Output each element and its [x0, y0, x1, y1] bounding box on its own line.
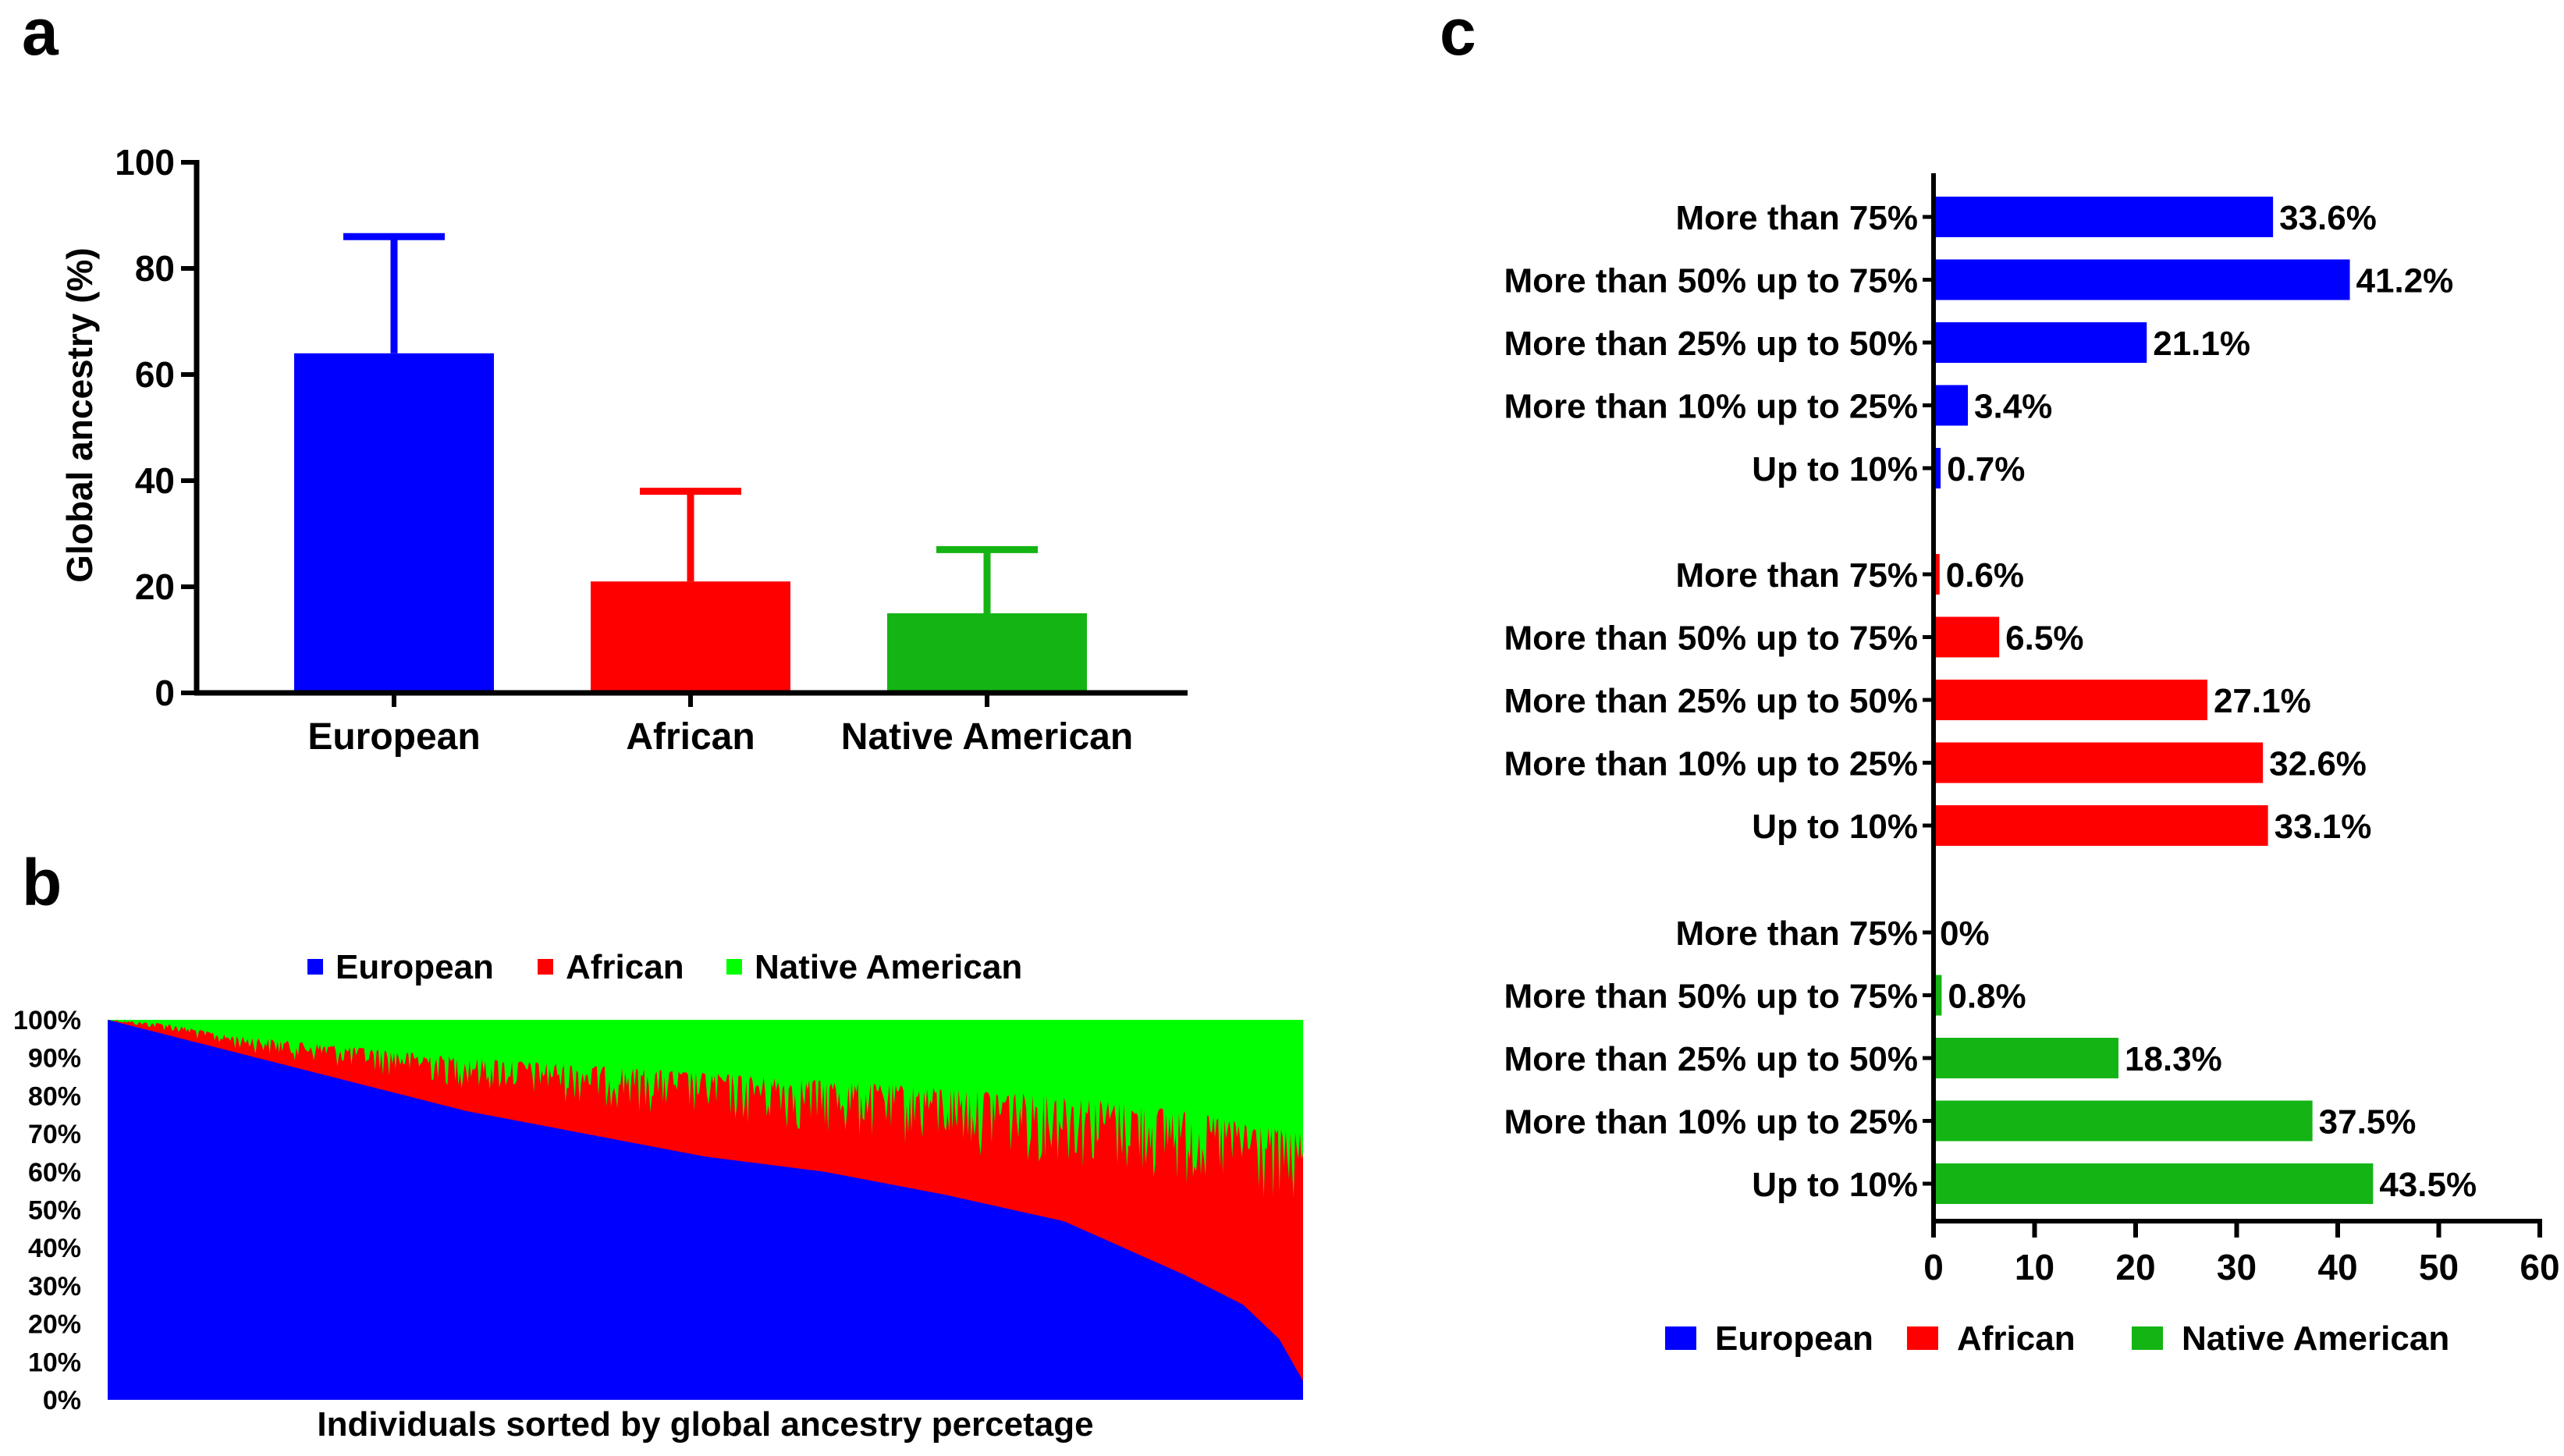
data-label-native-american-up-to-10: 43.5% — [2379, 1166, 2477, 1204]
y-tick-label-90: 90% — [28, 1044, 81, 1074]
x-tick-label-native-american: Native American — [841, 716, 1133, 758]
x-tick-label-0: 0 — [1923, 1247, 1944, 1287]
legend-label-african: African — [566, 948, 684, 986]
category-label-native-american-more-than-10-up-to-25: More than 10% up to 25% — [1504, 1103, 1918, 1142]
data-label-native-american-more-than-25-up-to-50: 18.3% — [2125, 1040, 2222, 1078]
data-label-native-american-more-than-50-up-to-75: 0.8% — [1948, 978, 2026, 1016]
y-tick-label-40: 40 — [135, 460, 175, 501]
data-label-european-more-than-75: 33.6% — [2279, 199, 2377, 237]
bar-european-more-than-75 — [1934, 197, 2274, 237]
y-tick-label-0: 0% — [43, 1386, 81, 1415]
category-label-european-more-than-25-up-to-50: More than 25% up to 50% — [1504, 325, 1918, 363]
bar-african-more-than-25-up-to-50 — [1934, 680, 2207, 720]
category-label-native-american-more-than-50-up-to-75: More than 50% up to 75% — [1504, 978, 1918, 1016]
category-label-african-more-than-10-up-to-25: More than 10% up to 25% — [1504, 745, 1918, 783]
bar-native-american-more-than-25-up-to-50 — [1934, 1038, 2118, 1078]
legend-label-native-american: Native American — [2182, 1319, 2449, 1358]
bar-native-american — [887, 613, 1087, 693]
data-label-african-more-than-75: 0.6% — [1946, 556, 2024, 595]
legend-swatch-native-american — [726, 959, 742, 975]
bar-native-american-more-than-50-up-to-75 — [1934, 975, 1942, 1016]
data-label-european-more-than-10-up-to-25: 3.4% — [1974, 388, 2052, 426]
panel-a-bar-chart: European African Native American 0 20 40 60 80 1… — [59, 142, 1188, 758]
bar-african-more-than-50-up-to-75 — [1934, 616, 2000, 658]
data-label-native-american-more-than-10-up-to-25: 37.5% — [2319, 1103, 2417, 1142]
y-tick-label-50: 50% — [28, 1196, 81, 1226]
x-tick-label-60: 60 — [2520, 1247, 2559, 1287]
bar-european-more-than-50-up-to-75 — [1934, 259, 2350, 300]
y-tick-label-40: 40% — [28, 1234, 81, 1263]
bar-european — [294, 353, 494, 693]
category-label-african-up-to-10: Up to 10% — [1752, 808, 1918, 846]
panel-label-b: b — [22, 846, 62, 919]
data-label-african-more-than-50-up-to-75: 6.5% — [2005, 620, 2083, 658]
x-tick-label-20: 20 — [2115, 1247, 2155, 1287]
category-label-native-american-more-than-25-up-to-50: More than 25% up to 50% — [1504, 1040, 1918, 1078]
legend-swatch-european — [307, 959, 323, 975]
x-tick-label-10: 10 — [2015, 1247, 2054, 1287]
bar-european-more-than-10-up-to-25 — [1934, 385, 1969, 426]
x-tick-label-30: 30 — [2217, 1247, 2257, 1287]
category-label-european-more-than-10-up-to-25: More than 10% up to 25% — [1504, 388, 1918, 426]
legend-label-native-american: Native American — [755, 948, 1022, 986]
legend-swatch-african — [538, 959, 553, 975]
panel-b-x-axis-label: Individuals sorted by global ancestry pe… — [317, 1405, 1093, 1444]
x-tick-label-european: European — [307, 716, 480, 758]
bar-european-up-to-10 — [1934, 448, 1941, 488]
category-label-native-american-up-to-10: Up to 10% — [1752, 1166, 1918, 1204]
x-tick-label-50: 50 — [2419, 1247, 2459, 1287]
data-label-native-american-more-than-75: 0% — [1940, 914, 1990, 953]
legend-swatch-african — [1907, 1326, 1938, 1350]
y-tick-label-0: 0 — [154, 673, 175, 713]
bar-european-more-than-25-up-to-50 — [1934, 322, 2147, 363]
panel-a-y-axis-label: Global ancestry (%) — [59, 247, 100, 582]
panel-c-horizontal-bar-chart: 33.6% 41.2% 21.1% 3.4% 0.7% 0.6% 6.5% 27.1% 32.6… — [1504, 173, 2560, 1358]
data-label-european-more-than-25-up-to-50: 21.1% — [2153, 325, 2250, 363]
data-label-african-up-to-10: 33.1% — [2275, 808, 2372, 846]
y-tick-label-80: 80% — [28, 1081, 81, 1111]
y-tick-label-60: 60% — [28, 1158, 81, 1188]
data-label-african-more-than-10-up-to-25: 32.6% — [2269, 745, 2367, 783]
panel-b-stacked-area-chart: European African Native American 0% 10% 20% 3… — [13, 948, 1303, 1444]
x-tick-label-african: African — [626, 716, 755, 758]
y-tick-label-10: 10% — [28, 1348, 81, 1377]
category-label-african-more-than-50-up-to-75: More than 50% up to 75% — [1504, 620, 1918, 658]
data-label-european-up-to-10: 0.7% — [1947, 450, 2025, 488]
y-tick-label-80: 80 — [135, 248, 175, 289]
category-label-european-more-than-75: More than 75% — [1675, 199, 1918, 237]
bar-african-more-than-10-up-to-25 — [1934, 742, 2264, 783]
y-tick-label-20: 20% — [28, 1310, 81, 1340]
y-tick-label-30: 30% — [28, 1272, 81, 1302]
category-label-european-more-than-50-up-to-75: More than 50% up to 75% — [1504, 262, 1918, 300]
category-label-european-up-to-10: Up to 10% — [1752, 450, 1918, 488]
legend-swatch-native-american — [2132, 1326, 2163, 1350]
legend-label-african: African — [1957, 1319, 2076, 1358]
panel-label-a: a — [22, 0, 59, 69]
y-tick-label-60: 60 — [135, 354, 175, 395]
bar-african — [591, 581, 790, 693]
panel-label-c: c — [1440, 0, 1476, 69]
category-label-african-more-than-75: More than 75% — [1675, 556, 1918, 595]
bar-african-more-than-75 — [1934, 554, 1940, 595]
data-label-european-more-than-50-up-to-75: 41.2% — [2356, 262, 2454, 300]
category-label-native-american-more-than-75: More than 75% — [1675, 914, 1918, 953]
bar-native-american-more-than-10-up-to-25 — [1934, 1100, 2313, 1142]
category-label-african-more-than-25-up-to-50: More than 25% up to 50% — [1504, 682, 1918, 720]
x-tick-label-40: 40 — [2317, 1247, 2357, 1287]
legend-label-european: European — [1715, 1319, 1873, 1358]
legend-swatch-european — [1665, 1326, 1696, 1350]
bar-native-american-up-to-10 — [1934, 1163, 2374, 1204]
y-tick-label-100: 100 — [115, 142, 175, 183]
y-tick-label-20: 20 — [135, 566, 175, 607]
data-label-african-more-than-25-up-to-50: 27.1% — [2214, 682, 2311, 720]
area-european — [108, 1020, 1303, 1400]
bar-african-up-to-10 — [1934, 805, 2268, 846]
legend-label-european: European — [336, 948, 494, 986]
y-tick-label-100: 100% — [13, 1006, 81, 1035]
y-tick-label-70: 70% — [28, 1120, 81, 1149]
